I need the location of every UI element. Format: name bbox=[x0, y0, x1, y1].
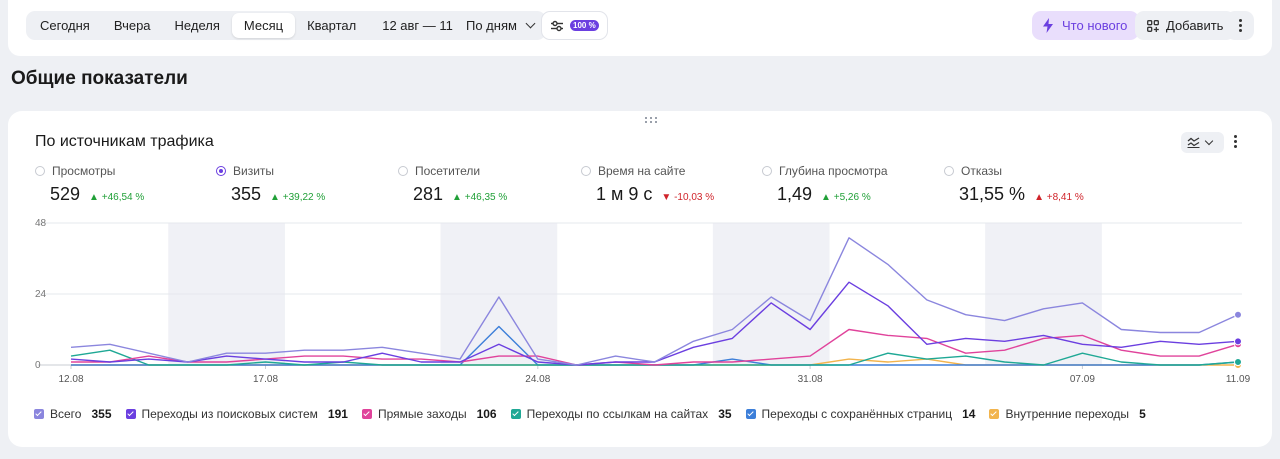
x-tick-label: 17.08 bbox=[253, 374, 278, 385]
metric-pageviews[interactable]: Просмотры 529 ▲ +46,54 % bbox=[35, 164, 144, 205]
metric-change: ▼ -10,03 % bbox=[661, 192, 715, 203]
checkbox-icon[interactable] bbox=[989, 409, 1000, 419]
metric-visitors[interactable]: Посетители 281 ▲ +46,35 % bbox=[398, 164, 507, 205]
period-month[interactable]: Месяц bbox=[231, 13, 296, 38]
legend-item-total[interactable]: Всего 355 bbox=[34, 407, 112, 421]
whats-new-label: Что нового bbox=[1062, 18, 1128, 33]
chevron-down-icon bbox=[525, 18, 536, 29]
radio-icon[interactable] bbox=[398, 166, 408, 176]
legend-item-saved[interactable]: Переходы с сохранённых страниц 14 bbox=[745, 407, 975, 421]
metric-label: Посетители bbox=[415, 164, 481, 178]
top-toolbar: Сегодня Вчера Неделя Месяц Квартал 12 ав… bbox=[8, 0, 1272, 56]
add-button[interactable]: Добавить bbox=[1135, 11, 1236, 40]
lightning-icon bbox=[1043, 18, 1053, 33]
legend-item-internal[interactable]: Внутренние переходы 5 bbox=[989, 407, 1146, 421]
legend-item-search[interactable]: Переходы из поисковых систем 191 bbox=[125, 407, 348, 421]
y-tick-label: 24 bbox=[35, 289, 47, 300]
date-range-picker[interactable]: 12 авг — 11 сен bbox=[368, 13, 500, 38]
metric-change: ▲ +46,35 % bbox=[452, 192, 508, 203]
sampling-button[interactable]: 100 % bbox=[541, 11, 608, 40]
traffic-line-chart[interactable]: 0 24 48 12.08 17.08 24.08 31.08 07.09 11.09 bbox=[8, 211, 1272, 391]
legend-item-direct[interactable]: Прямые заходы 106 bbox=[361, 407, 497, 421]
more-menu-button[interactable] bbox=[1226, 11, 1254, 40]
checkbox-icon[interactable] bbox=[361, 409, 372, 419]
metric-value: 1 м 9 с bbox=[596, 184, 653, 204]
metric-visits[interactable]: Визиты 355 ▲ +39,22 % bbox=[216, 164, 325, 205]
widget-title: По источникам трафика bbox=[35, 133, 214, 150]
x-tick-label: 07.09 bbox=[1070, 374, 1095, 385]
whats-new-button[interactable]: Что нового bbox=[1032, 11, 1140, 40]
checkbox-icon[interactable] bbox=[34, 409, 44, 419]
period-quarter[interactable]: Квартал bbox=[307, 18, 357, 33]
radio-icon[interactable] bbox=[944, 166, 954, 176]
traffic-sources-widget: По источникам трафика Просмотры 529 ▲ +46… bbox=[8, 111, 1272, 447]
metric-page-depth[interactable]: Глубина просмотра 1,49 ▲ +5,26 % bbox=[762, 164, 888, 205]
x-tick-label: 31.08 bbox=[798, 374, 823, 385]
metric-value: 281 bbox=[413, 184, 444, 204]
line-chart-icon bbox=[1187, 137, 1200, 148]
metric-label: Визиты bbox=[233, 164, 275, 178]
metric-time-on-site[interactable]: Время на сайте 1 м 9 с ▼ -10,03 % bbox=[581, 164, 714, 205]
sliders-icon bbox=[551, 20, 563, 31]
checkbox-icon[interactable] bbox=[745, 409, 756, 419]
series-end-point bbox=[1234, 358, 1242, 367]
sample-badge: 100 % bbox=[570, 20, 599, 31]
period-today[interactable]: Сегодня bbox=[40, 18, 90, 33]
series-end-point bbox=[1234, 337, 1242, 346]
metric-value: 31,55 % bbox=[959, 184, 1026, 204]
series-line bbox=[70, 237, 1239, 366]
checkbox-icon[interactable] bbox=[510, 409, 521, 419]
metric-value: 529 bbox=[50, 184, 81, 204]
legend-item-links[interactable]: Переходы по ссылкам на сайтах 35 bbox=[510, 407, 732, 421]
metric-value: 355 bbox=[231, 184, 262, 204]
x-tick-label: 24.08 bbox=[525, 374, 550, 385]
metric-label: Отказы bbox=[961, 164, 1003, 178]
x-tick-label: 11.09 bbox=[1226, 374, 1251, 385]
date-range-label: 12 авг — 11 сен bbox=[382, 18, 478, 33]
metric-label: Просмотры bbox=[52, 164, 116, 178]
more-vertical-icon bbox=[1238, 19, 1242, 32]
metric-change: ▲ +39,22 % bbox=[270, 192, 326, 203]
metric-label: Глубина просмотра bbox=[779, 164, 888, 178]
y-tick-label: 48 bbox=[35, 218, 47, 229]
drag-handle-icon[interactable] bbox=[645, 117, 658, 123]
radio-icon[interactable] bbox=[762, 166, 772, 176]
radio-icon[interactable] bbox=[581, 166, 591, 176]
more-vertical-icon bbox=[1234, 135, 1237, 148]
chart-type-dropdown[interactable] bbox=[1181, 132, 1224, 153]
chart-legend: Всего 355 Переходы из поисковых систем 191… bbox=[34, 407, 1160, 421]
series-end-point bbox=[1234, 310, 1242, 319]
metric-value: 1,49 bbox=[777, 184, 813, 204]
radio-selected-icon[interactable] bbox=[216, 166, 226, 176]
widget-more-button[interactable] bbox=[1234, 135, 1237, 148]
grouping-dropdown[interactable]: По дням bbox=[454, 11, 546, 40]
metric-change: ▲ +8,41 % bbox=[1034, 192, 1084, 203]
period-yesterday[interactable]: Вчера bbox=[113, 18, 151, 33]
radio-icon[interactable] bbox=[35, 166, 45, 176]
period-week[interactable]: Неделя bbox=[174, 18, 220, 33]
period-selector: Сегодня Вчера Неделя Месяц Квартал 12 ав… bbox=[26, 11, 503, 40]
section-title: Общие показатели bbox=[11, 68, 188, 89]
grouping-label: По дням bbox=[466, 18, 517, 33]
metric-label: Время на сайте bbox=[598, 164, 686, 178]
metric-bounce-rate[interactable]: Отказы 31,55 % ▲ +8,41 % bbox=[944, 164, 1084, 205]
y-tick-label: 0 bbox=[35, 360, 41, 371]
add-widget-icon bbox=[1147, 19, 1159, 32]
checkbox-icon[interactable] bbox=[125, 409, 136, 419]
chevron-down-icon bbox=[1204, 136, 1214, 145]
add-label: Добавить bbox=[1166, 18, 1224, 33]
metric-change: ▲ +5,26 % bbox=[821, 192, 871, 203]
x-tick-label: 12.08 bbox=[58, 374, 83, 385]
metric-change: ▲ +46,54 % bbox=[89, 192, 145, 203]
